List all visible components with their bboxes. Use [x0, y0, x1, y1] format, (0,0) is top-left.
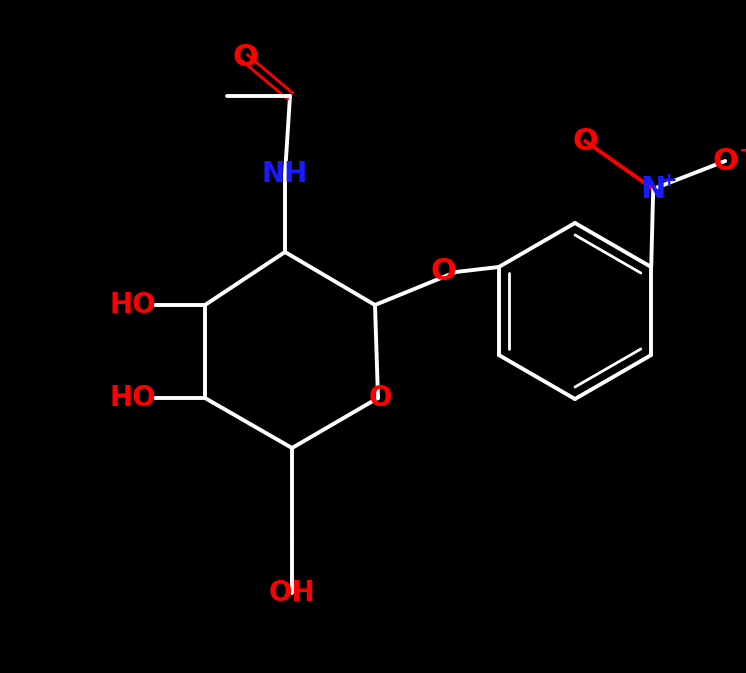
Text: O: O: [369, 384, 392, 412]
Text: O: O: [232, 44, 258, 73]
Text: N: N: [641, 174, 666, 203]
Text: O: O: [431, 258, 457, 287]
Text: HO: HO: [110, 291, 157, 319]
Text: O: O: [572, 127, 598, 155]
Text: OH: OH: [269, 579, 316, 607]
Text: −: −: [739, 141, 746, 161]
Text: +: +: [661, 172, 677, 190]
Text: O: O: [712, 147, 738, 176]
Text: NH: NH: [262, 160, 308, 188]
Text: HO: HO: [110, 384, 157, 412]
